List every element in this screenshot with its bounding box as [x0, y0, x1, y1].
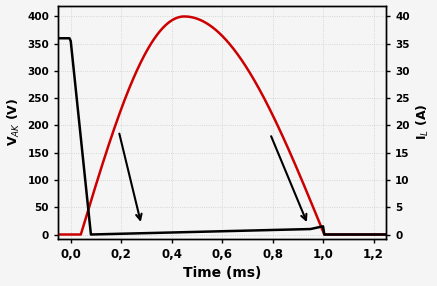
Y-axis label: V$_{AK}$ (V): V$_{AK}$ (V) — [6, 98, 22, 146]
X-axis label: Time (ms): Time (ms) — [183, 267, 261, 281]
Y-axis label: I$_{L}$ (A): I$_{L}$ (A) — [415, 104, 431, 140]
